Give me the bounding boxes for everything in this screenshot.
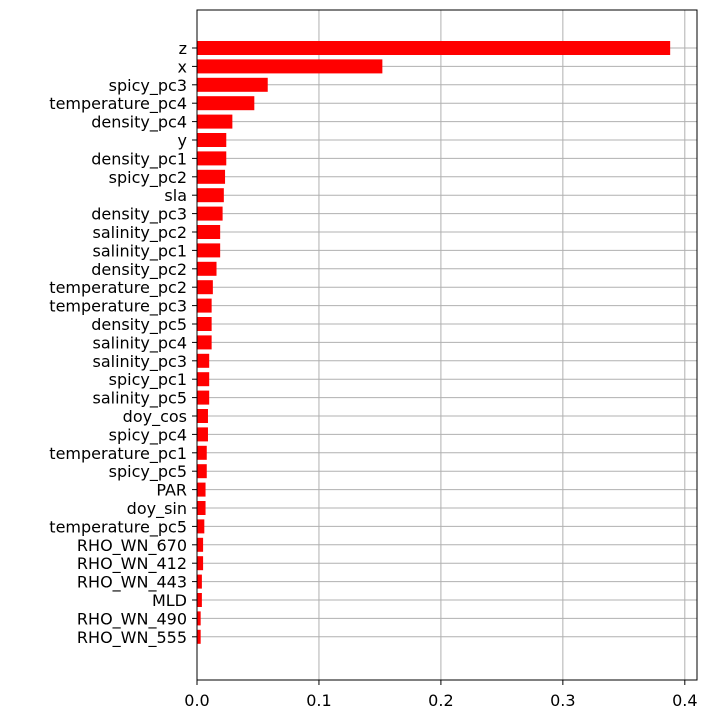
y-tick-label: y [178,131,187,150]
y-tick-label: MLD [152,591,187,610]
bar-RHO_WN_670 [197,537,204,552]
y-tick-label: temperature_pc4 [49,94,187,114]
y-tick-label: salinity_pc5 [93,389,188,409]
y-tick-label: spicy_pc1 [109,370,187,390]
bar-RHO_WN_490 [197,611,201,626]
y-tick-label: salinity_pc2 [93,223,188,243]
y-tick-label: x [178,57,187,76]
bar-salinity_pc5 [197,390,210,405]
bar-spicy_pc1 [197,372,210,387]
y-tick-label: doy_cos [123,407,187,427]
y-tick-label: PAR [156,481,187,500]
bar-spicy_pc2 [197,169,226,184]
y-tick-label: density_pc4 [91,113,187,133]
x-axis-tick-labels: 0.0 0.1 0.2 0.3 0.4 [184,680,698,710]
bar-MLD [197,593,202,607]
bar-temperature_pc4 [197,96,255,111]
bar-RHO_WN_443 [197,574,202,589]
bar-density_pc2 [197,261,217,276]
bar-x [197,59,383,74]
bar-y [197,133,227,147]
y-tick-label: density_pc1 [91,149,187,169]
y-tick-label: density_pc3 [91,205,187,225]
bar-PAR [197,482,206,497]
y-tick-label: RHO_WN_555 [77,628,187,648]
y-tick-label: density_pc5 [91,315,187,335]
bar-salinity_pc3 [197,353,210,368]
bar-z [197,41,671,55]
x-tick-label: 0.1 [306,691,331,710]
bar-RHO_WN_555 [197,629,201,644]
bar-doy_sin [197,501,206,515]
bar-RHO_WN_412 [197,556,204,571]
y-tick-label: spicy_pc4 [109,425,187,445]
bar-density_pc1 [197,151,227,166]
y-tick-label: sla [164,186,187,205]
y-tick-label: z [179,39,187,58]
y-tick-label: RHO_WN_412 [77,554,187,574]
y-tick-label: RHO_WN_443 [77,573,187,593]
bar-density_pc3 [197,206,223,221]
y-tick-label: temperature_pc2 [49,278,187,298]
bar-density_pc5 [197,317,212,331]
x-tick-label: 0.0 [184,691,209,710]
y-tick-label: spicy_pc3 [109,76,187,96]
x-tick-label: 0.4 [672,691,697,710]
bar-temperature_pc3 [197,298,212,313]
bar-sla [197,188,224,203]
x-tick-label: 0.2 [428,691,453,710]
bar-density_pc4 [197,114,233,129]
y-tick-label: temperature_pc3 [49,297,187,317]
y-tick-label: RHO_WN_490 [77,609,187,629]
bar-spicy_pc3 [197,77,268,92]
bar-spicy_pc4 [197,427,208,442]
y-tick-label: spicy_pc2 [109,168,187,188]
x-tick-label: 0.3 [550,691,575,710]
bar-doy_cos [197,409,208,423]
y-axis-tick-labels: zxspicy_pc3temperature_pc4density_pc4yde… [49,39,197,648]
bar-salinity_pc4 [197,335,212,350]
plot-background [197,10,697,680]
bar-salinity_pc1 [197,243,221,258]
bar-temperature_pc2 [197,280,213,295]
y-tick-label: temperature_pc1 [49,444,187,464]
bar-salinity_pc2 [197,225,221,239]
plot-frame [196,9,698,681]
bar-temperature_pc1 [197,445,207,460]
bar-layer [197,41,671,644]
y-tick-label: salinity_pc1 [93,241,188,261]
y-tick-label: doy_sin [127,499,187,519]
y-tick-label: salinity_pc3 [93,352,188,372]
y-tick-label: salinity_pc4 [93,333,188,353]
y-tick-label: spicy_pc5 [109,462,187,482]
bar-spicy_pc5 [197,464,207,479]
bar-temperature_pc5 [197,519,205,534]
y-tick-label: density_pc2 [91,260,187,280]
y-tick-label: RHO_WN_670 [77,536,187,556]
y-tick-label: temperature_pc5 [49,517,187,537]
